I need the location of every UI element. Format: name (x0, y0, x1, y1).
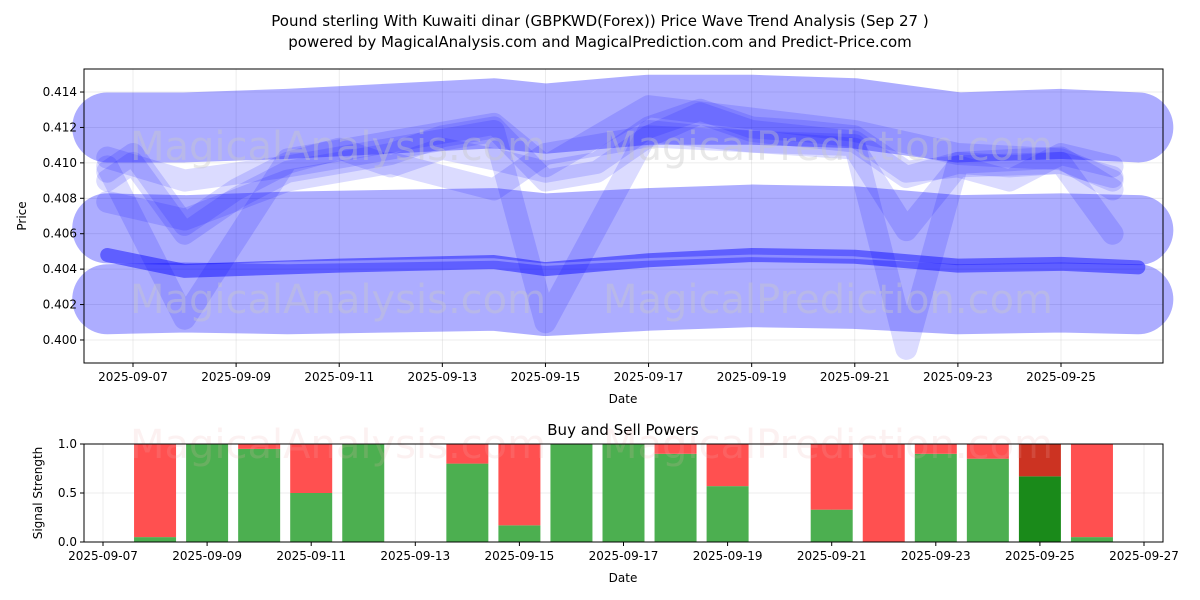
watermark-top-left: MagicalAnalysis.com (130, 124, 546, 170)
signal-x-tick-label: 2025-09-19 (693, 549, 763, 563)
price-x-tick-label: 2025-09-21 (820, 370, 890, 384)
price-wave-wave-3 (72, 257, 1174, 337)
price-wave-price-2 (96, 102, 1124, 245)
buy-bar (706, 486, 749, 542)
signal-x-axis-label: Date (609, 571, 638, 585)
price-wave-bands (72, 74, 1174, 360)
price-wave-price-4 (96, 119, 1124, 360)
watermark-bottom-right: MagicalPrediction.com (603, 277, 1053, 323)
chart-subtitle: powered by MagicalAnalysis.com and Magic… (288, 33, 912, 51)
buy-bar (602, 444, 645, 542)
price-y-tick-label: 0.400 (43, 333, 77, 347)
price-plot-frame (83, 68, 1164, 364)
price-x-axis-label: Date (609, 392, 638, 406)
price-wave-price-5 (96, 95, 1124, 330)
sell-bar (914, 444, 957, 454)
sell-bar (134, 444, 177, 538)
buy-bar (290, 493, 333, 542)
buy-bar (914, 453, 957, 542)
buy-bar (550, 444, 593, 542)
price-x-tick-label: 2025-09-23 (923, 370, 993, 384)
price-y-tick-label: 0.408 (43, 191, 77, 205)
price-x-tick-label: 2025-09-07 (98, 370, 168, 384)
price-y-tick-label: 0.410 (43, 156, 77, 170)
watermark-lower-left: MagicalAnalysis.com (130, 422, 546, 468)
price-wave-baseline (100, 247, 1146, 278)
price-x-tick-label: 2025-09-13 (407, 370, 477, 384)
watermark-lower-right: MagicalPrediction.com (603, 422, 1053, 468)
price-axis-ticks: 2025-09-07 2025-09-09 2025-09-11 2025-09-13… (43, 85, 1096, 384)
price-x-tick-label: 2025-09-15 (511, 370, 581, 384)
buy-bar (498, 525, 541, 542)
buy-bar (966, 458, 1009, 542)
price-x-tick-label: 2025-09-11 (304, 370, 374, 384)
sell-bar (810, 444, 853, 510)
signal-x-tick-label: 2025-09-09 (172, 549, 242, 563)
watermark-top-right: MagicalPrediction.com (603, 124, 1053, 170)
signal-y-tick-label: 0.0 (58, 535, 77, 549)
sell-bar (654, 444, 697, 454)
price-y-tick-label: 0.404 (43, 262, 77, 276)
price-wave-price-1 (96, 98, 1124, 236)
signal-x-tick-label: 2025-09-15 (485, 549, 555, 563)
buy-bar (446, 463, 489, 542)
buy-bar (810, 509, 853, 542)
signal-x-tick-label: 2025-09-23 (901, 549, 971, 563)
price-x-tick-label: 2025-09-19 (717, 370, 787, 384)
buy-bar (1070, 537, 1113, 542)
sell-bar (966, 444, 1009, 459)
price-x-tick-label: 2025-09-09 (201, 370, 271, 384)
signal-y-tick-label: 1.0 (58, 437, 77, 451)
buy-bar (134, 537, 177, 542)
chart-title: Pound sterling With Kuwaiti dinar (GBPKW… (271, 12, 928, 30)
signal-x-tick-label: 2025-09-13 (380, 549, 450, 563)
signal-x-tick-label: 2025-09-27 (1109, 549, 1179, 563)
buy-bar (186, 444, 229, 542)
sell-bar (290, 444, 333, 493)
signal-bars (134, 444, 1113, 542)
signal-x-tick-label: 2025-09-21 (797, 549, 867, 563)
price-y-tick-label: 0.406 (43, 227, 77, 241)
signal-y-tick-label: 0.5 (58, 486, 77, 500)
price-y-axis-label: Price (15, 201, 29, 230)
buy-bar (654, 453, 697, 542)
buy-sell-title: Buy and Sell Powers (547, 421, 699, 439)
price-wave-price-3 (96, 125, 1124, 245)
price-y-tick-label: 0.414 (43, 85, 77, 99)
signal-x-tick-label: 2025-09-07 (68, 549, 138, 563)
sell-bar (706, 444, 749, 487)
price-x-tick-label: 2025-09-17 (614, 370, 684, 384)
signal-x-tick-label: 2025-09-25 (1005, 549, 1075, 563)
buy-sell-chart: Buy and Sell Powers MagicalAnalysis.com … (31, 421, 1179, 585)
price-wave-wave-2 (72, 184, 1174, 266)
sell-bar (446, 444, 489, 464)
sell-bar (498, 444, 541, 526)
signal-x-tick-label: 2025-09-11 (276, 549, 346, 563)
price-wave-wave-1 (72, 74, 1174, 163)
buy-bar (1018, 476, 1061, 542)
buy-bar (342, 444, 385, 542)
watermark-bottom-left: MagicalAnalysis.com (130, 277, 546, 323)
sell-bar (1070, 444, 1113, 538)
price-x-tick-label: 2025-09-25 (1026, 370, 1096, 384)
sell-bar (862, 444, 905, 542)
price-grid (84, 69, 1163, 363)
sell-bar (238, 444, 281, 449)
price-wave-chart: MagicalAnalysis.com MagicalPrediction.co… (15, 68, 1174, 406)
price-y-tick-label: 0.412 (43, 120, 77, 134)
sell-bar (1018, 444, 1061, 477)
signal-x-tick-label: 2025-09-17 (589, 549, 659, 563)
price-y-tick-label: 0.402 (43, 298, 77, 312)
signal-axis-ticks: 2025-09-07 2025-09-09 2025-09-11 2025-09-13… (58, 437, 1179, 563)
signal-y-axis-label: Signal Strength (31, 447, 45, 540)
buy-bar (238, 448, 281, 542)
